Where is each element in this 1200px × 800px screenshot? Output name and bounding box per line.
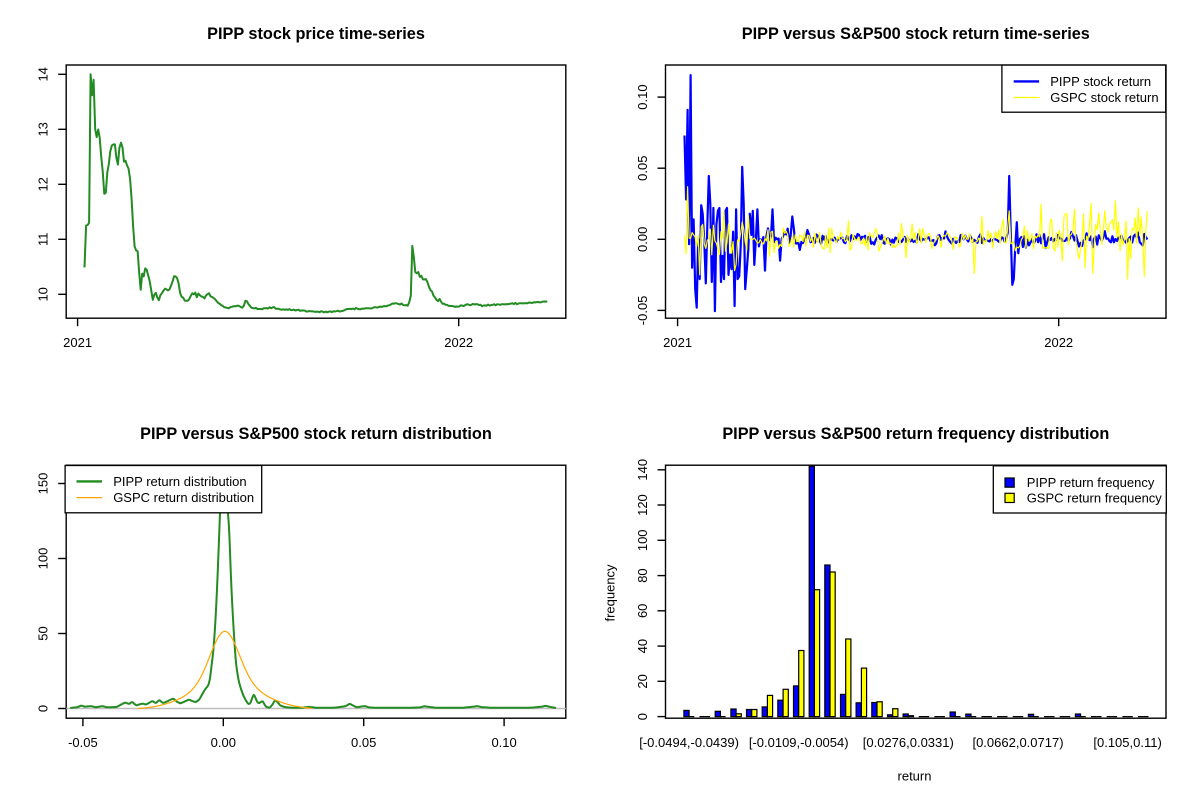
svg-text:14: 14	[35, 67, 50, 81]
svg-text:[0.105,0.11): [0.105,0.11)	[1093, 735, 1161, 750]
svg-text:0: 0	[35, 705, 50, 712]
svg-text:100: 100	[635, 529, 650, 551]
svg-text:80: 80	[635, 568, 650, 582]
svg-text:PIPP versus S&P500 return freq: PIPP versus S&P500 return frequency dist…	[722, 425, 1109, 443]
svg-text:0.00: 0.00	[211, 735, 236, 750]
svg-text:0.00: 0.00	[635, 227, 650, 252]
svg-text:[-0.0109,-0.0054): [-0.0109,-0.0054)	[749, 735, 849, 750]
svg-text:0: 0	[635, 713, 650, 720]
svg-text:-0.05: -0.05	[635, 296, 650, 326]
svg-text:PIPP versus S&P500 stock retur: PIPP versus S&P500 stock return time-ser…	[742, 25, 1090, 43]
svg-text:50: 50	[35, 626, 50, 640]
svg-text:PIPP stock return: PIPP stock return	[1050, 74, 1151, 89]
svg-text:60: 60	[635, 604, 650, 618]
svg-text:12: 12	[35, 177, 50, 191]
svg-text:GSPC stock return: GSPC stock return	[1050, 90, 1158, 105]
svg-text:100: 100	[35, 548, 50, 570]
svg-text:return: return	[898, 768, 932, 783]
svg-text:PIPP stock price time-series: PIPP stock price time-series	[207, 25, 425, 43]
svg-text:40: 40	[635, 639, 650, 653]
svg-text:2021: 2021	[663, 335, 692, 350]
svg-text:[0.0276,0.0331): [0.0276,0.0331)	[863, 735, 954, 750]
svg-text:GSPC return distribution: GSPC return distribution	[113, 490, 254, 505]
svg-text:PIPP return distribution: PIPP return distribution	[113, 474, 246, 489]
svg-text:120: 120	[635, 494, 650, 516]
svg-text:150: 150	[35, 473, 50, 495]
svg-text:PIPP versus S&P500 stock retur: PIPP versus S&P500 stock return distribu…	[140, 425, 492, 443]
svg-text:2021: 2021	[63, 335, 92, 350]
svg-text:20: 20	[635, 674, 650, 688]
svg-text:0.10: 0.10	[491, 735, 516, 750]
svg-text:[0.0662,0.0717): [0.0662,0.0717)	[972, 735, 1063, 750]
svg-text:0.05: 0.05	[351, 735, 376, 750]
svg-text:2022: 2022	[444, 335, 473, 350]
svg-text:13: 13	[35, 122, 50, 136]
svg-text:11: 11	[35, 233, 50, 247]
svg-text:0.05: 0.05	[635, 156, 650, 181]
svg-text:2022: 2022	[1044, 335, 1073, 350]
svg-text:10: 10	[35, 287, 50, 301]
svg-text:[-0.0494,-0.0439): [-0.0494,-0.0439)	[639, 735, 739, 750]
svg-text:frequency: frequency	[603, 564, 618, 622]
svg-text:-0.05: -0.05	[68, 735, 98, 750]
svg-text:PIPP return frequency: PIPP return frequency	[1027, 475, 1155, 490]
svg-text:0.10: 0.10	[635, 84, 650, 109]
svg-text:140: 140	[635, 459, 650, 481]
svg-text:GSPC return frequency: GSPC return frequency	[1027, 490, 1163, 505]
